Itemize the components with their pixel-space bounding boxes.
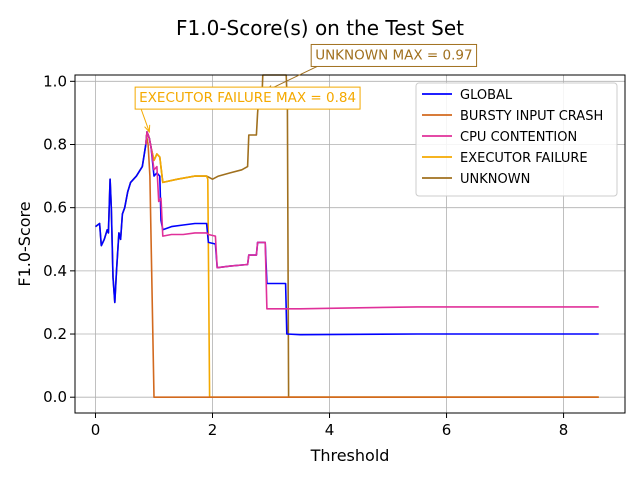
y-axis-label: F1.0-Score	[15, 201, 34, 286]
y-tick-label: 1.0	[43, 72, 67, 90]
series-line-bursty-input-crash	[145, 134, 599, 399]
legend-entry-label: CPU CONTENTION	[460, 130, 577, 145]
x-tick-label: 6	[442, 421, 452, 439]
annotations: UNKNOWN MAX = 0.97 EXECUTOR FAILURE MAX =…	[134, 43, 478, 134]
annotation-arrow-1	[140, 108, 150, 133]
legend-entry-label: UNKNOWN	[460, 172, 530, 187]
annotation-box-1	[134, 86, 361, 110]
legend: GLOBAL BURSTY INPUT CRASH CPU CONTENTION EX…	[415, 82, 618, 197]
axis-ticks: 0 2 4 6 8 0.0 0.2 0.4 0.6 0.8 1.0	[43, 72, 568, 439]
x-tick-label: 8	[559, 421, 569, 439]
series-line-cpu-contention	[145, 131, 599, 310]
x-tick-label: 0	[91, 421, 101, 439]
annotation-box-0	[310, 43, 478, 67]
y-tick-label: 0.4	[43, 262, 67, 280]
legend-entry-label: BURSTY INPUT CRASH	[460, 109, 603, 124]
y-tick-label: 0.6	[43, 199, 67, 217]
plot-frame	[74, 74, 626, 414]
y-tick-label: 0.8	[43, 135, 67, 153]
x-tick-label: 2	[208, 421, 218, 439]
annotation-text-0: UNKNOWN MAX = 0.97	[315, 47, 472, 63]
y-tick-label: 0.0	[43, 388, 67, 406]
x-tick-label: 4	[325, 421, 335, 439]
legend-box	[415, 82, 618, 197]
annotation-text-1: EXECUTOR FAILURE MAX = 0.84	[139, 90, 356, 106]
x-axis-label: Threshold	[310, 446, 390, 465]
annotation-arrowhead-1	[144, 124, 151, 134]
legend-entry-label: EXECUTOR FAILURE	[460, 151, 588, 166]
y-tick-label: 0.2	[43, 325, 67, 343]
series-layer	[95, 74, 599, 399]
legend-entry-label: GLOBAL	[460, 88, 513, 103]
chart-title: F1.0-Score(s) on the Test Set	[176, 16, 464, 40]
